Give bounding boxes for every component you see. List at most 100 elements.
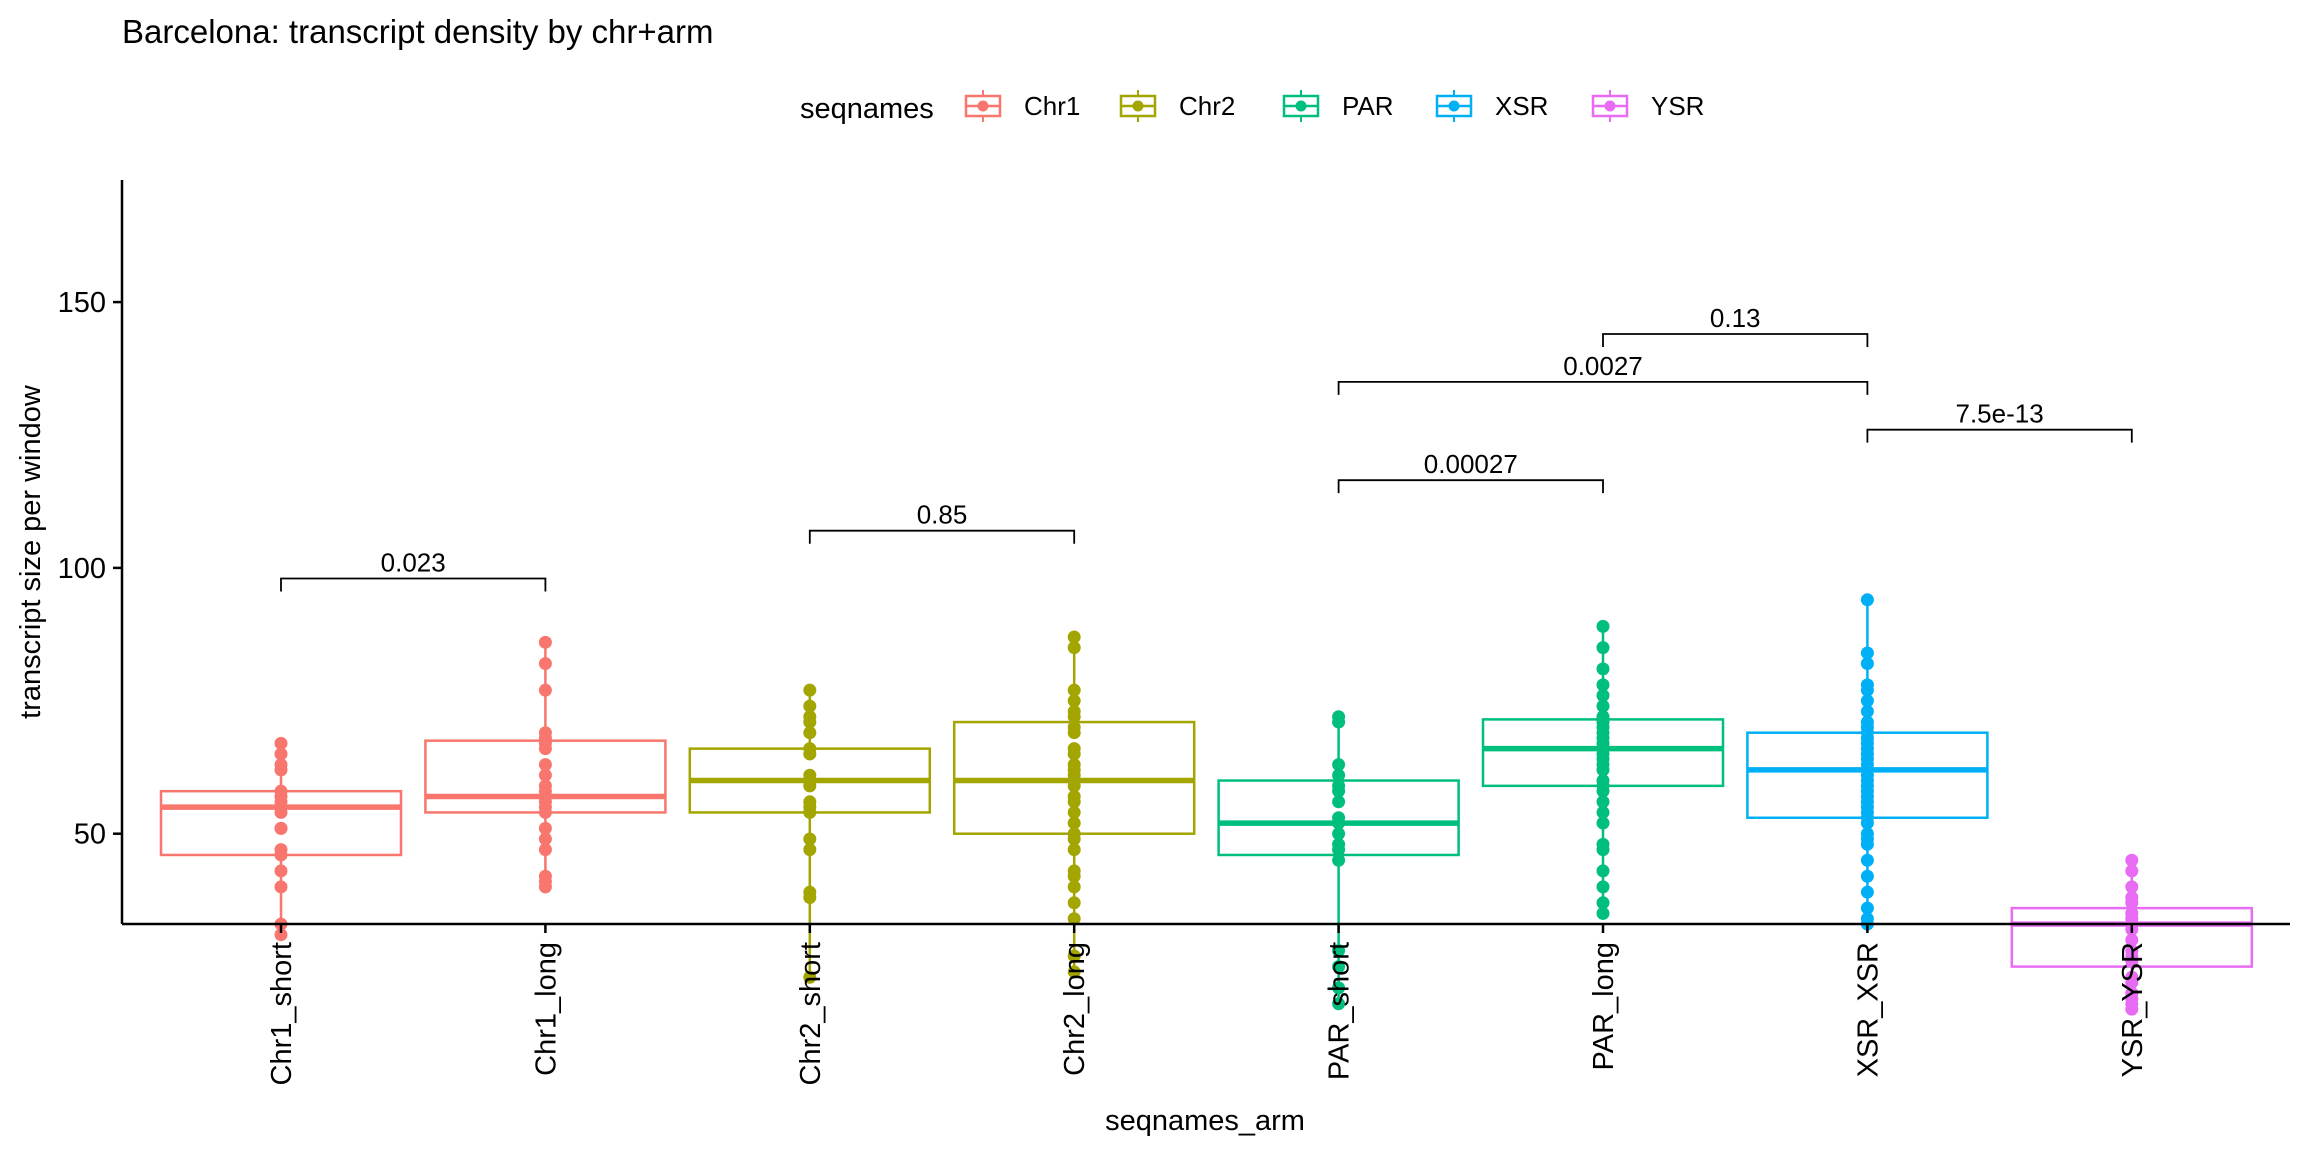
comparison-bracket: 0.85: [808, 500, 1076, 544]
legend-key-point: [1448, 100, 1460, 112]
comparison-bracket: 7.5e-13: [1866, 399, 2133, 443]
comparison-bracket: 0.13: [1602, 303, 1869, 347]
data-point: [538, 843, 552, 857]
data-point: [1332, 784, 1346, 798]
data-point: [1596, 641, 1610, 655]
bracket-line: [1602, 333, 1869, 347]
data-point: [803, 832, 817, 846]
data-point: [1860, 901, 1874, 915]
data-point: [1860, 694, 1874, 708]
data-point: [1067, 710, 1081, 724]
data-point: [1860, 683, 1874, 697]
data-point: [1332, 795, 1346, 809]
data-point: [2125, 976, 2139, 990]
bracket-line: [1866, 428, 2133, 443]
data-point: [538, 635, 552, 649]
box-chr1-short: [159, 736, 403, 942]
data-point: [1860, 657, 1874, 671]
data-point: [1332, 843, 1346, 857]
data-point: [1860, 885, 1874, 899]
data-point: [538, 768, 552, 782]
data-point: [274, 805, 288, 819]
data-point: [2125, 896, 2139, 910]
data-point: [1067, 832, 1081, 846]
x-tick-label: Chr2_long: [1059, 942, 1091, 1076]
data-point: [274, 928, 288, 942]
data-point: [274, 848, 288, 862]
data-point: [538, 821, 552, 835]
data-point: [1332, 816, 1346, 830]
p-value-label: 0.85: [917, 500, 968, 530]
data-point: [538, 832, 552, 846]
x-tick-label: YSR_YSR: [2117, 942, 2149, 1077]
data-point: [803, 843, 817, 857]
data-point: [1067, 694, 1081, 708]
data-point: [1860, 869, 1874, 883]
data-point: [1860, 853, 1874, 867]
data-point: [1596, 880, 1610, 894]
legend-entry-par: PAR: [1282, 90, 1394, 122]
box-par-long: [1481, 619, 1725, 920]
x-tick-label: Chr2_short: [795, 942, 827, 1085]
y-tick-label: 150: [58, 287, 106, 319]
data-point: [2125, 954, 2139, 968]
data-point: [803, 726, 817, 740]
p-value-label: 7.5e-13: [1956, 399, 2044, 429]
x-axis-title: seqnames_arm: [1105, 1105, 1305, 1137]
data-point: [538, 880, 552, 894]
data-point: [1067, 683, 1081, 697]
data-point: [274, 821, 288, 835]
data-point: [1067, 912, 1081, 926]
data-point: [1067, 843, 1081, 857]
data-point: [1067, 779, 1081, 793]
data-point: [1067, 816, 1081, 830]
legend-entry-ysr: YSR: [1591, 90, 1704, 122]
data-point: [2125, 853, 2139, 867]
data-point: [1067, 641, 1081, 655]
chart-title: Barcelona: transcript density by chr+arm: [122, 13, 714, 50]
data-point: [274, 880, 288, 894]
data-point: [1067, 726, 1081, 740]
data-point: [1596, 662, 1610, 676]
legend-key-point: [1132, 100, 1144, 112]
data-point: [1596, 805, 1610, 819]
data-point: [1332, 960, 1346, 974]
data-point: [1067, 747, 1081, 761]
legend: seqnames Chr1 Chr2 PAR XSR YSR: [800, 90, 1704, 125]
data-point: [803, 805, 817, 819]
box-chr2-short: [688, 683, 932, 984]
data-point: [1067, 880, 1081, 894]
bracket-line: [1337, 479, 1604, 494]
data-point: [1596, 906, 1610, 920]
legend-label: PAR: [1342, 91, 1394, 121]
data-point: [274, 736, 288, 750]
data-point: [2125, 1002, 2139, 1016]
data-point: [1067, 965, 1081, 979]
data-point: [1860, 704, 1874, 718]
comparison-bracket: 0.023: [280, 548, 547, 592]
legend-label: XSR: [1495, 91, 1548, 121]
data-point: [538, 805, 552, 819]
data-point: [274, 747, 288, 761]
data-point: [1596, 795, 1610, 809]
x-tick-label: XSR_XSR: [1852, 942, 1884, 1077]
data-point: [803, 699, 817, 713]
legend-entry-chr1: Chr1: [964, 90, 1080, 122]
box-xsr-xsr: [1746, 593, 1989, 931]
comparison-bracket: 0.0027: [1337, 351, 1869, 395]
p-value-label: 0.0027: [1563, 351, 1643, 381]
data-point: [1596, 843, 1610, 857]
p-value-label: 0.023: [381, 548, 446, 578]
data-point: [803, 970, 817, 984]
legend-key-point: [1604, 100, 1616, 112]
legend-label: Chr1: [1024, 91, 1080, 121]
box-par-short: [1217, 710, 1460, 1011]
data-point: [1067, 869, 1081, 883]
data-point: [1067, 949, 1081, 963]
data-point: [1860, 646, 1874, 660]
data-point: [803, 747, 817, 761]
data-point: [538, 657, 552, 671]
box-chr1-long: [424, 635, 667, 894]
data-point: [1332, 981, 1346, 995]
